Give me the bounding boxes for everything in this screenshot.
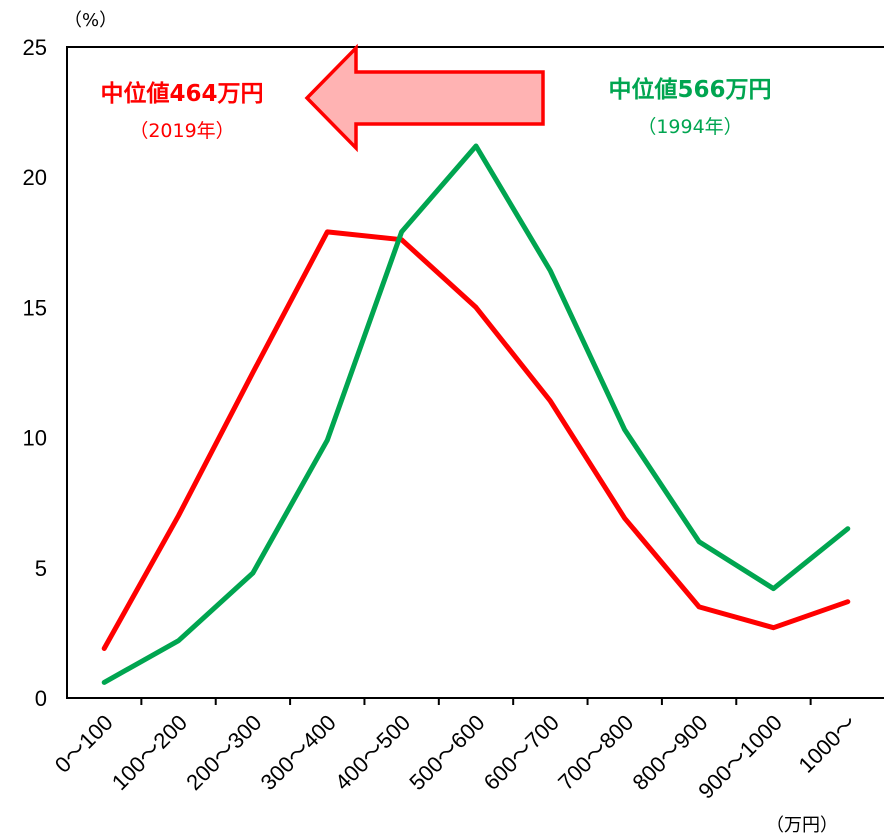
series-lines	[101, 143, 851, 685]
series-line-0	[101, 229, 851, 651]
x-tick-label: 100～200	[107, 710, 192, 795]
left-arrow-annotation	[304, 43, 545, 153]
y-tick-label: 20	[23, 165, 47, 190]
y-tick-label: 10	[23, 426, 47, 451]
plot-area	[66, 46, 884, 699]
y-tick-label: 0	[35, 686, 47, 711]
y-tick-label: 5	[35, 556, 47, 581]
y-tick-label: 15	[23, 295, 47, 320]
year-2019-label: （2019年）	[129, 120, 234, 142]
series-line-1	[101, 143, 851, 685]
y-axis-ticks: 0 5 10 15 20 25	[23, 35, 47, 711]
x-tick-label: 500～600	[404, 710, 489, 795]
y-tick-label: 25	[23, 35, 47, 60]
year-1994-label: （1994年）	[637, 116, 742, 138]
x-tick-label: 0～100	[50, 710, 118, 778]
median-1994-label: 中位値566万円	[608, 76, 771, 103]
x-axis-unit: （万円）	[766, 815, 838, 836]
x-tick-label: 300～400	[256, 710, 341, 795]
y-axis-unit: （%）	[64, 10, 117, 31]
x-tick-label: 200～300	[181, 710, 266, 795]
x-tick-label: 400～500	[330, 710, 415, 795]
x-tick-label: 700～800	[553, 710, 638, 795]
median-2019-label: 中位値464万円	[100, 80, 263, 107]
x-tick-label: 1000～	[794, 710, 862, 778]
x-axis-ticks: 0～100100～200200～300300～400400～500500～600…	[50, 698, 861, 804]
x-tick-label: 600～700	[479, 710, 564, 795]
